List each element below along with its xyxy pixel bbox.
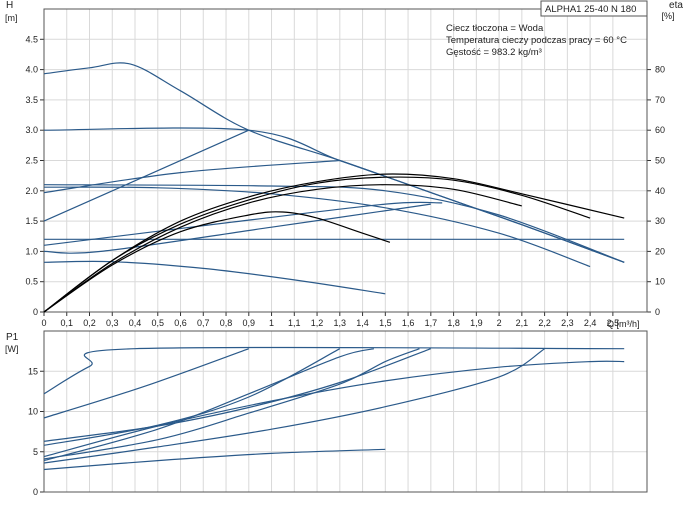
title-box [540,0,648,17]
chart-title: ALPHA1 25-40 N 180 [545,4,636,15]
p1-axis-unit: [W] [5,344,19,354]
y-tick-label: 2.5 [25,156,38,166]
y2-tick-label: 70 [655,95,665,105]
x-tick-label: 2,2 [538,318,551,328]
x-tick-label: 2,1 [516,318,529,328]
y2-tick-label: 50 [655,156,665,166]
y2-tick-label: 10 [655,277,665,287]
head-curve [43,203,431,254]
y2-tick-label: 80 [655,65,665,75]
x-tick-label: 0,4 [129,318,142,328]
y2-tick-label: 0 [655,307,660,317]
head-curve [43,201,443,246]
head-curve [43,260,386,295]
efficiency-curve [43,184,522,313]
y2-axis-unit: [%] [661,11,674,21]
p1-tick-label: 5 [33,447,38,457]
y-axis-unit: [m] [5,13,18,23]
y2-tick-label: 60 [655,125,665,135]
x-tick-label: 0 [41,318,46,328]
y-tick-label: 4.5 [25,34,38,44]
p1-axis-label: P1 [6,332,19,343]
x-tick-label: 0,7 [197,318,210,328]
power-curve [43,360,625,458]
x-tick-label: 1,7 [425,318,438,328]
y2-tick-label: 20 [655,246,665,256]
x-tick-label: 1,9 [470,318,483,328]
p1-tick-label: 15 [28,366,38,376]
power-curve [43,348,545,464]
head-curve [43,127,625,263]
x-tick-label: 1,1 [288,318,301,328]
x-tick-label: 0,5 [152,318,165,328]
info-line: Temperatura cieczy podczas pracy = 60 °C [446,35,627,46]
info-line: Ciecz tłoczona = Woda [446,23,544,34]
x-tick-label: 2,4 [584,318,597,328]
head-curve [43,129,250,222]
x-axis-label: Q [m³/h] [607,319,640,329]
x-tick-label: 0,8 [220,318,233,328]
efficiency-curve [43,211,391,313]
x-tick-label: 2,3 [561,318,574,328]
x-tick-label: 0,6 [174,318,187,328]
y-tick-label: 1.5 [25,216,38,226]
x-tick-label: 0,1 [60,318,73,328]
x-tick-label: 2 [497,318,502,328]
power-curve [43,448,386,471]
top-plot-frame [43,8,648,313]
power-curve [43,348,432,442]
x-tick-label: 1,3 [334,318,347,328]
y-tick-label: 4.0 [25,65,38,75]
head-curve [43,184,625,263]
x-tick-label: 1,4 [356,318,369,328]
y-tick-label: 3.0 [25,125,38,135]
y-axis-label: H [6,0,13,11]
y-tick-label: 1.0 [25,246,38,256]
x-tick-label: 1,6 [402,318,415,328]
efficiency-curve [43,176,591,313]
head-curve [43,186,591,268]
power-curve [43,348,250,419]
power-curve [43,346,625,395]
x-tick-label: 1,5 [379,318,392,328]
p1-tick-label: 10 [28,407,38,417]
y-tick-label: 3.5 [25,95,38,105]
info-line: Gęstość = 983.2 kg/m³ [446,47,542,58]
x-tick-label: 0,9 [243,318,256,328]
power-curve [43,348,375,462]
x-tick-label: 1,8 [447,318,460,328]
power-curve [43,348,341,446]
y-tick-label: 0.5 [25,277,38,287]
x-tick-label: 2,5 [607,318,620,328]
y-tick-label: 2.0 [25,186,38,196]
x-tick-label: 1,2 [311,318,324,328]
bottom-plot-frame [43,330,648,493]
x-tick-label: 0,3 [106,318,119,328]
y2-axis-label: eta [669,0,683,11]
x-tick-label: 1 [269,318,274,328]
y2-tick-label: 30 [655,216,665,226]
y-tick-label: 0 [33,307,38,317]
p1-tick-label: 0 [33,487,38,497]
y2-tick-label: 40 [655,186,665,196]
x-tick-label: 0,2 [83,318,96,328]
power-curve [43,348,420,460]
